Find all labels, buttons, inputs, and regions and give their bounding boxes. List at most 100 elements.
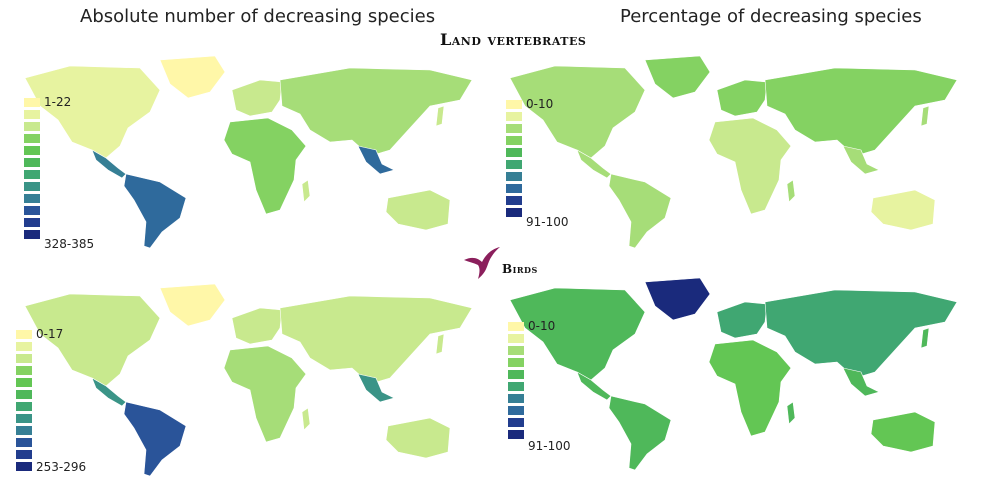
legend-swatch <box>16 426 32 435</box>
legend-swatch <box>508 394 524 403</box>
landmass-japan <box>435 105 445 127</box>
legend-max-label: 328-385 <box>44 237 95 251</box>
landmass-southeast-asia <box>357 145 395 175</box>
map-land-percentage <box>509 55 958 249</box>
landmass-australia <box>385 417 451 459</box>
legend-swatch <box>16 366 32 375</box>
legend-swatch <box>16 462 32 471</box>
landmass-north-america <box>509 287 646 381</box>
legend-swatch <box>508 382 524 391</box>
legend-land-percentage: 0-10 91-100 <box>506 97 569 229</box>
landmasses <box>24 55 473 249</box>
legend-swatch <box>24 230 40 239</box>
landmass-australia <box>870 189 936 231</box>
legend-swatch <box>24 206 40 215</box>
landmass-south-america <box>123 173 187 249</box>
landmass-asia <box>764 67 958 157</box>
legend-swatch <box>16 402 32 411</box>
legend-swatch <box>506 172 522 181</box>
landmass-central-america <box>91 149 127 179</box>
left-column-title: Absolute number of decreasing species <box>80 6 436 27</box>
landmass-north-america <box>509 65 646 159</box>
legend-land-absolute: 1-22 328-385 <box>24 95 94 251</box>
legend-swatch <box>506 100 522 109</box>
landmass-asia <box>279 67 473 157</box>
legend-swatch <box>16 414 32 423</box>
legend-swatch <box>24 218 40 227</box>
legend-swatch <box>506 124 522 133</box>
landmass-madagascar <box>786 401 796 425</box>
legend-swatch <box>24 182 40 191</box>
legend-birds-percentage: 0-10 91-100 <box>508 319 571 453</box>
legend-swatch <box>506 184 522 193</box>
landmass-europe <box>716 301 768 339</box>
legend-min-label: 0-10 <box>528 319 556 333</box>
landmass-southeast-asia <box>842 367 880 397</box>
legend-min-label: 0-10 <box>526 97 554 111</box>
landmass-japan <box>435 333 445 355</box>
legend-swatch <box>506 148 522 157</box>
legend-swatch <box>506 208 522 217</box>
landmass-madagascar <box>301 407 311 431</box>
landmasses <box>509 55 958 249</box>
landmass-madagascar <box>786 179 796 203</box>
legend-max-label: 91-100 <box>526 215 569 229</box>
right-column-title: Percentage of decreasing species <box>620 6 922 27</box>
legend-swatch <box>506 196 522 205</box>
landmass-australia <box>385 189 451 231</box>
legend-swatch <box>24 122 40 131</box>
landmass-south-america <box>608 395 672 471</box>
legend-max-label: 91-100 <box>528 439 571 453</box>
legend-swatch <box>16 390 32 399</box>
legend-swatch <box>16 342 32 351</box>
map-land-absolute <box>24 55 473 249</box>
landmass-europe <box>231 79 283 117</box>
legend-swatch <box>16 378 32 387</box>
landmass-south-america <box>123 401 187 477</box>
landmass-japan <box>920 327 930 349</box>
legend-max-label: 253-296 <box>36 460 87 474</box>
legend-swatch <box>16 354 32 363</box>
legend-swatch <box>508 430 524 439</box>
landmass-southeast-asia <box>357 373 395 403</box>
legend-swatch <box>24 98 40 107</box>
landmass-africa <box>708 117 792 215</box>
legend-swatch <box>508 418 524 427</box>
landmass-madagascar <box>301 179 311 203</box>
legend-swatch <box>16 330 32 339</box>
legend-birds-absolute: 0-17 253-296 <box>16 327 86 474</box>
legend-swatch <box>24 146 40 155</box>
landmass-europe <box>231 307 283 345</box>
legend-swatch <box>508 406 524 415</box>
landmass-australia <box>870 411 936 453</box>
landmass-greenland <box>644 55 711 99</box>
landmass-asia <box>279 295 473 385</box>
landmass-africa <box>708 339 792 437</box>
land-vertebrates-title: Land vertebrates <box>440 30 587 49</box>
bird-icon <box>462 246 502 285</box>
legend-swatch <box>24 170 40 179</box>
landmass-central-america <box>576 371 612 401</box>
legend-min-label: 1-22 <box>44 95 72 109</box>
legend-swatch <box>506 160 522 169</box>
landmass-greenland <box>644 277 711 321</box>
legend-swatch <box>24 194 40 203</box>
legend-swatch <box>506 112 522 121</box>
legend-swatch <box>508 334 524 343</box>
legend-swatch <box>508 322 524 331</box>
landmass-central-america <box>576 149 612 179</box>
landmass-africa <box>223 345 307 443</box>
landmass-japan <box>920 105 930 127</box>
birds-title: Birds <box>502 262 538 276</box>
landmass-asia <box>764 289 958 379</box>
legend-swatch <box>508 370 524 379</box>
landmass-europe <box>716 79 768 117</box>
landmass-africa <box>223 117 307 215</box>
landmass-greenland <box>159 283 226 327</box>
legend-swatch <box>16 438 32 447</box>
landmasses <box>509 277 958 471</box>
map-birds-absolute <box>24 283 473 477</box>
legend-min-label: 0-17 <box>36 327 64 341</box>
legend-swatch <box>506 136 522 145</box>
landmass-north-america <box>24 293 161 387</box>
